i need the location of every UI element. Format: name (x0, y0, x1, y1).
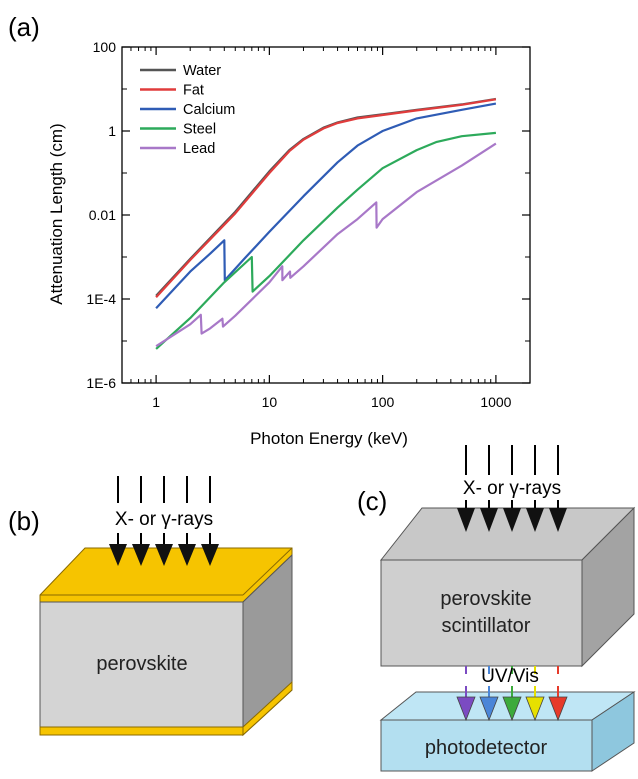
x-tick-label: 1 (152, 394, 160, 410)
emission-arrow-head (502, 696, 522, 722)
emission-arrow-head (525, 696, 545, 722)
block-front-face (39, 601, 244, 728)
panel-label-a: (a) (8, 12, 40, 42)
incident-rays-b (109, 476, 219, 566)
attenuation-chart: 1 10 100 1000 1E-6 1E-4 0.01 1 100 Water Fat Calc… (47, 39, 531, 448)
panel-label-b: (b) (8, 506, 40, 536)
scintillator-label-line1: perovskite (440, 588, 531, 610)
diagram-b: perovskite X- or γ-rays (39, 476, 293, 737)
emission-arrow-head (548, 696, 568, 722)
x-tick-label: 10 (262, 394, 278, 410)
series-calcium-line (155, 102, 497, 310)
y-tick-label: 0.01 (89, 207, 116, 223)
panel-label-c: (c) (357, 486, 387, 516)
ray-label-c: X- or γ-rays (463, 478, 561, 499)
legend-label-steel: Steel (183, 122, 216, 138)
x-tick-label: 100 (371, 394, 395, 410)
series-fat-line (155, 98, 497, 299)
emission-label: UV/Vis (481, 666, 539, 687)
bottom-electrode (39, 726, 244, 736)
diagram-c: perovskite scintillator X- or γ-rays pho… (379, 445, 636, 772)
series-steel-line (155, 131, 497, 350)
ray-label-b: X- or γ-rays (115, 509, 213, 530)
photodetector-label: photodetector (425, 737, 548, 759)
x-axis: 1 10 100 1000 (121, 47, 531, 410)
y-tick-label: 1 (108, 123, 116, 139)
emission-arrows (456, 666, 568, 722)
y-tick-label: 100 (93, 39, 117, 55)
y-axis-title: Attenuation Length (cm) (47, 123, 66, 304)
scintillator-front-face (380, 559, 583, 667)
photodetector-front-face (380, 719, 593, 772)
legend-label-lead: Lead (183, 141, 215, 157)
y-tick-label: 1E-6 (86, 375, 116, 391)
emission-arrow-head (456, 696, 476, 722)
legend: Water Fat Calcium Steel Lead (140, 63, 235, 157)
legend-label-fat: Fat (183, 83, 204, 99)
x-axis-title: Photon Energy (keV) (250, 429, 408, 448)
y-tick-label: 1E-4 (86, 291, 116, 307)
incident-rays-c (457, 445, 567, 532)
y-axis: 1E-6 1E-4 0.01 1 100 (86, 39, 530, 391)
emission-arrow-head (479, 696, 499, 722)
series-lead-line (155, 142, 497, 348)
perovskite-label: perovskite (96, 653, 187, 675)
legend-label-calcium: Calcium (183, 102, 235, 118)
legend-label-water: Water (183, 63, 221, 79)
x-tick-label: 1000 (480, 394, 511, 410)
scintillator-label-line2: scintillator (442, 615, 531, 637)
series-layer (155, 97, 497, 350)
